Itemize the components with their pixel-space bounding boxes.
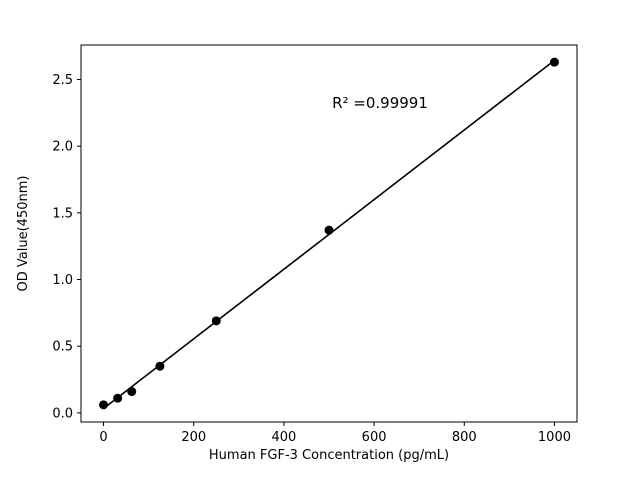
y-tick-label: 1.5 (52, 206, 73, 221)
y-axis-label: OD Value(450nm) (16, 176, 31, 292)
data-point (549, 57, 559, 67)
x-tick-label: 200 (181, 430, 206, 445)
x-tick-label: 800 (452, 430, 477, 445)
y-tick-label: 0.5 (52, 340, 73, 355)
x-tick-label: 0 (99, 430, 107, 445)
data-point (99, 400, 109, 410)
data-point (211, 316, 221, 326)
data-point (155, 361, 165, 371)
x-axis-label: Human FGF-3 Concentration (pg/mL) (209, 448, 449, 463)
data-point (324, 225, 334, 235)
x-tick-label: 1000 (538, 430, 571, 445)
plot-border (80, 44, 578, 423)
data-point (113, 393, 123, 403)
y-tick-label: 1.0 (52, 273, 73, 288)
r-squared-annotation: R² =0.99991 (332, 94, 428, 112)
x-tick-label: 600 (362, 430, 387, 445)
chart-generated-layer: 0 200 400 600 800 1000 0.0 0.5 1.0 1.5 2.0 2.5 (52, 44, 578, 445)
data-point (127, 387, 137, 397)
y-tick-label: 2.5 (52, 73, 73, 88)
y-tick-label: 2.0 (52, 140, 73, 155)
x-tick-label: 400 (271, 430, 296, 445)
y-tick-label: 0.0 (52, 406, 73, 421)
